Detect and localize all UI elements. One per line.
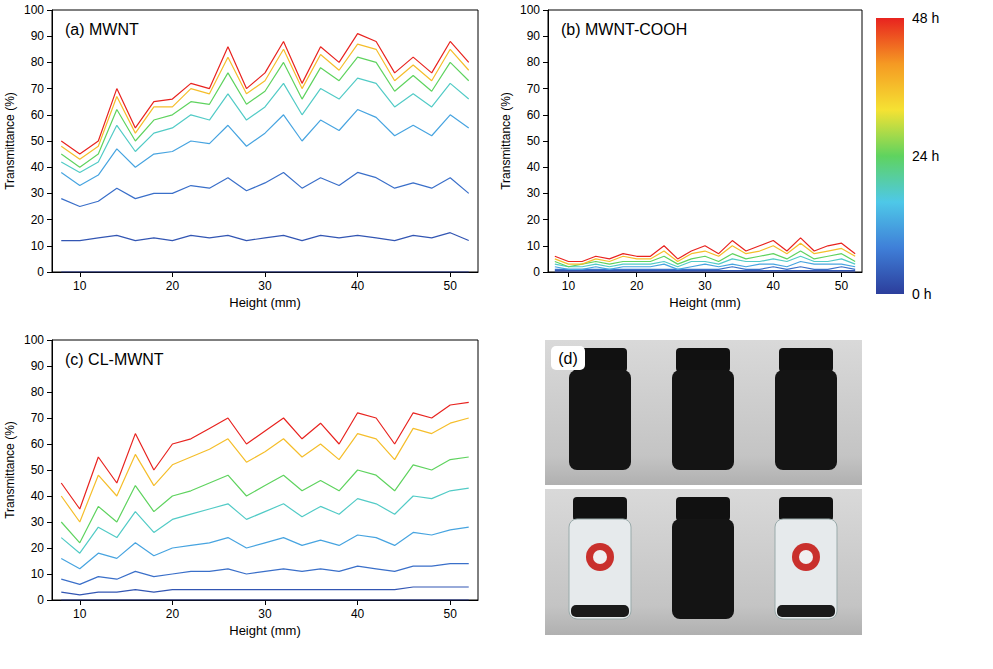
svg-text:90: 90 xyxy=(31,29,45,43)
svg-text:(b) MWNT-COOH: (b) MWNT-COOH xyxy=(561,21,687,38)
svg-text:0: 0 xyxy=(37,593,44,607)
svg-text:20: 20 xyxy=(527,213,541,227)
svg-text:70: 70 xyxy=(31,411,45,425)
svg-text:50: 50 xyxy=(444,279,458,293)
svg-text:0 h: 0 h xyxy=(912,286,931,302)
svg-text:30: 30 xyxy=(31,515,45,529)
svg-text:40: 40 xyxy=(351,607,365,621)
svg-text:50: 50 xyxy=(31,463,45,477)
svg-text:20: 20 xyxy=(31,541,45,555)
svg-text:(d): (d) xyxy=(558,350,578,367)
svg-text:60: 60 xyxy=(31,437,45,451)
svg-text:Height (mm): Height (mm) xyxy=(229,295,301,310)
svg-text:20: 20 xyxy=(166,279,180,293)
svg-text:10: 10 xyxy=(562,279,576,293)
svg-text:Height (mm): Height (mm) xyxy=(229,623,301,638)
svg-text:10: 10 xyxy=(31,239,45,253)
svg-text:0: 0 xyxy=(37,265,44,279)
svg-text:100: 100 xyxy=(24,333,44,347)
svg-text:50: 50 xyxy=(527,134,541,148)
svg-text:80: 80 xyxy=(527,55,541,69)
svg-text:100: 100 xyxy=(520,3,540,17)
svg-text:100: 100 xyxy=(24,3,44,17)
svg-text:30: 30 xyxy=(258,279,272,293)
svg-text:30: 30 xyxy=(698,279,712,293)
svg-text:24 h: 24 h xyxy=(912,148,939,164)
svg-text:20: 20 xyxy=(31,213,45,227)
svg-text:10: 10 xyxy=(527,239,541,253)
svg-text:60: 60 xyxy=(31,108,45,122)
svg-text:20: 20 xyxy=(166,607,180,621)
svg-text:10: 10 xyxy=(73,607,87,621)
svg-text:90: 90 xyxy=(527,29,541,43)
svg-text:50: 50 xyxy=(444,607,458,621)
svg-text:10: 10 xyxy=(73,279,87,293)
svg-text:30: 30 xyxy=(258,607,272,621)
svg-text:80: 80 xyxy=(31,385,45,399)
svg-text:40: 40 xyxy=(351,279,365,293)
svg-text:40: 40 xyxy=(767,279,781,293)
svg-text:10: 10 xyxy=(31,567,45,581)
svg-text:40: 40 xyxy=(527,160,541,174)
svg-text:30: 30 xyxy=(31,186,45,200)
svg-text:Transmittance (%): Transmittance (%) xyxy=(3,92,17,190)
svg-text:30: 30 xyxy=(527,186,541,200)
svg-text:Height (mm): Height (mm) xyxy=(669,295,741,310)
svg-text:(c) CL-MWNT: (c) CL-MWNT xyxy=(65,351,164,368)
svg-text:90: 90 xyxy=(31,359,45,373)
svg-text:20: 20 xyxy=(630,279,644,293)
svg-text:40: 40 xyxy=(31,489,45,503)
svg-text:Transmittance (%): Transmittance (%) xyxy=(499,92,513,190)
svg-text:70: 70 xyxy=(31,82,45,96)
svg-text:50: 50 xyxy=(835,279,849,293)
svg-text:80: 80 xyxy=(31,55,45,69)
svg-text:40: 40 xyxy=(31,160,45,174)
svg-text:(a) MWNT: (a) MWNT xyxy=(65,21,139,38)
svg-text:0: 0 xyxy=(533,265,540,279)
svg-text:48 h: 48 h xyxy=(912,10,939,26)
svg-text:Transmittance (%): Transmittance (%) xyxy=(3,421,17,519)
svg-text:70: 70 xyxy=(527,82,541,96)
svg-text:50: 50 xyxy=(31,134,45,148)
svg-text:60: 60 xyxy=(527,108,541,122)
